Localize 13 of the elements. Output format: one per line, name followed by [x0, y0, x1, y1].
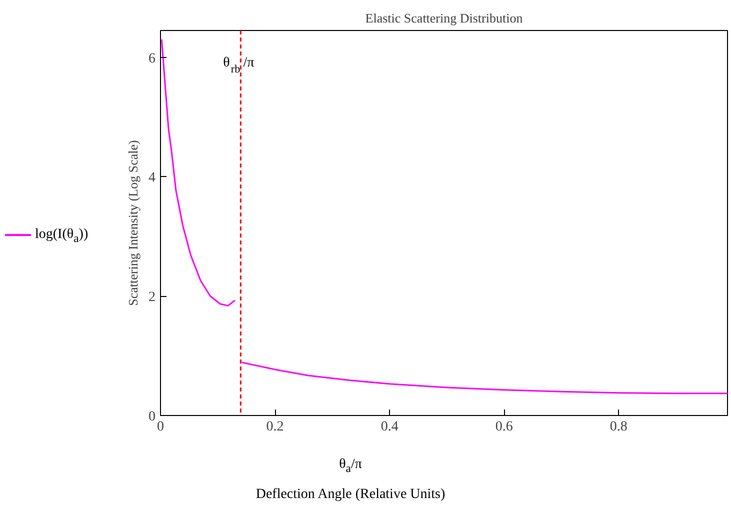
- y-tick-label: 4: [148, 170, 156, 186]
- legend-label: log(I(θ$_{a}$)): [35, 227, 88, 245]
- x-axis-title: Deflection Angle (Relative Units): [254, 486, 446, 504]
- x-tick-label: 0.6: [495, 420, 513, 434]
- x-tick-label: 0.4: [380, 420, 398, 434]
- y-tick-label: 6: [148, 51, 156, 66]
- y-tick-label: 0: [148, 410, 156, 424]
- text: θ$_{a}$/π: [338, 456, 363, 477]
- x-tick-label: 0.8: [610, 420, 628, 434]
- y-tick-label: 2: [148, 290, 156, 306]
- chart-title: Elastic Scattering Distribution: [365, 10, 524, 26]
- y-axis-title: Scattering Intensity (Log Scale): [126, 140, 140, 306]
- x-tick-label: 0.2: [266, 420, 284, 434]
